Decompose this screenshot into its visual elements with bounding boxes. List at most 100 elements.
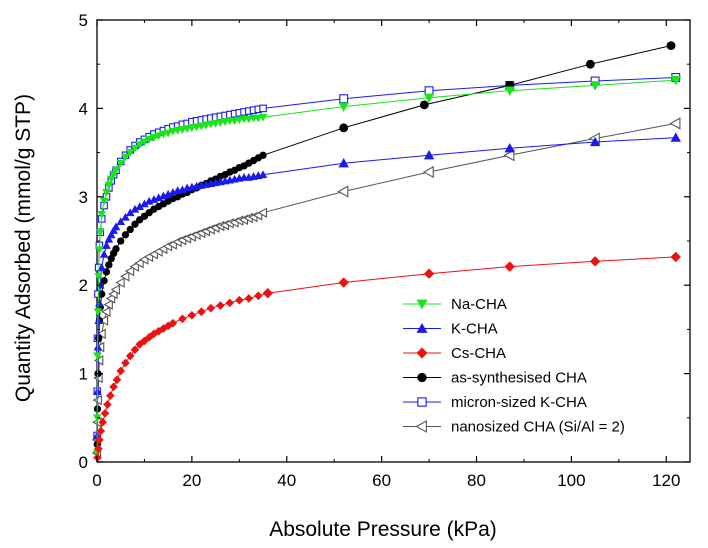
data-point-marker <box>504 261 515 272</box>
data-point-marker <box>120 271 130 282</box>
data-point-marker <box>419 100 429 110</box>
data-point-marker <box>589 136 601 147</box>
data-point-marker <box>97 211 107 219</box>
data-point-marker <box>116 366 126 376</box>
data-point-marker <box>338 277 349 288</box>
data-point-marker <box>154 132 163 141</box>
x-tick-label: 0 <box>92 471 101 490</box>
y-tick-label: 1 <box>79 365 88 384</box>
data-point-marker <box>95 246 104 255</box>
x-tick-label: 120 <box>652 471 680 490</box>
legend-label: nanosized CHA (Si/Al = 2) <box>451 419 625 436</box>
data-point-marker <box>159 324 168 333</box>
data-point-marker <box>178 314 187 324</box>
data-point-marker <box>99 197 109 206</box>
y-tick-label: 5 <box>79 11 88 30</box>
data-point-marker <box>168 318 178 328</box>
data-point-marker <box>504 86 515 96</box>
legend-entry: micron-sized K-CHA <box>403 394 587 411</box>
data-point-marker <box>125 149 135 157</box>
data-point-marker <box>130 204 140 213</box>
data-point-marker <box>670 132 681 142</box>
series-line <box>96 79 676 454</box>
data-point-marker <box>415 420 427 433</box>
data-point-marker <box>103 299 113 310</box>
data-point-marker <box>666 41 676 51</box>
data-point-marker <box>115 277 125 288</box>
data-point-marker <box>121 153 130 162</box>
data-point-marker <box>417 372 427 383</box>
data-point-marker <box>102 188 111 197</box>
data-point-marker <box>422 165 434 179</box>
legend: Na-CHA K-CHA Cs-CHA as-synthesised CHA micro… <box>403 296 625 436</box>
legend-label: micron-sized K-CHA <box>451 394 587 411</box>
data-point-marker <box>163 321 173 331</box>
data-point-marker <box>338 102 349 112</box>
data-point-marker <box>105 391 115 400</box>
data-point-marker <box>206 303 216 313</box>
series-na-cha <box>92 75 681 458</box>
data-point-marker <box>100 277 108 285</box>
y-tick-label: 4 <box>79 99 88 118</box>
legend-label: as-synthesised CHA <box>451 370 587 387</box>
series-nanosized-cha-si-al-2 <box>91 117 681 459</box>
legend-entry: K-CHA <box>403 321 498 338</box>
data-point-marker <box>257 207 268 218</box>
data-point-marker <box>104 234 114 243</box>
x-tick-label: 60 <box>372 471 391 490</box>
x-tick-label: 40 <box>277 471 296 490</box>
data-point-marker <box>101 306 111 317</box>
data-point-marker <box>417 397 427 407</box>
data-point-marker <box>99 249 109 258</box>
data-point-marker <box>258 170 268 179</box>
data-point-marker <box>149 329 159 339</box>
data-point-marker <box>102 241 111 249</box>
data-point-marker <box>130 144 140 153</box>
data-point-marker <box>121 212 130 221</box>
data-point-marker <box>94 272 103 281</box>
data-point-marker <box>339 94 349 104</box>
data-point-marker <box>117 237 125 245</box>
series-cs-cha <box>93 251 681 462</box>
data-point-marker <box>95 435 104 445</box>
data-point-marker <box>98 315 109 326</box>
data-point-marker <box>589 256 601 267</box>
data-point-marker <box>131 220 139 228</box>
data-point-marker <box>124 265 135 277</box>
data-point-marker <box>423 268 435 279</box>
series-line <box>96 77 676 436</box>
series-line <box>96 137 676 436</box>
data-point-marker <box>259 151 267 159</box>
series-line <box>96 122 676 454</box>
data-point-marker <box>116 217 126 225</box>
data-point-marker <box>338 158 349 168</box>
data-point-marker <box>140 138 149 147</box>
data-point-marker <box>93 355 104 366</box>
legend-entry: nanosized CHA (Si/Al = 2) <box>403 419 625 436</box>
data-point-marker <box>216 301 225 310</box>
data-point-marker <box>94 316 103 324</box>
data-point-marker <box>670 75 681 86</box>
data-point-marker <box>125 208 135 217</box>
data-point-marker <box>416 347 428 359</box>
data-point-marker <box>197 307 206 317</box>
data-point-marker <box>105 261 113 269</box>
data-point-marker <box>244 294 254 303</box>
data-point-marker <box>339 123 349 133</box>
y-tick-label: 2 <box>79 276 88 295</box>
data-point-marker <box>96 228 105 237</box>
data-point-marker <box>149 134 159 142</box>
data-point-marker <box>130 345 140 355</box>
data-point-marker <box>111 166 121 175</box>
data-point-marker <box>163 129 173 138</box>
data-point-marker <box>94 444 103 454</box>
data-point-marker <box>424 86 434 96</box>
x-tick-label: 80 <box>467 471 486 490</box>
series-group <box>91 41 681 462</box>
data-point-marker <box>93 352 102 361</box>
data-point-marker <box>504 142 515 153</box>
data-point-marker <box>112 245 120 253</box>
data-point-marker <box>98 417 107 427</box>
series-k-cha <box>92 132 681 439</box>
